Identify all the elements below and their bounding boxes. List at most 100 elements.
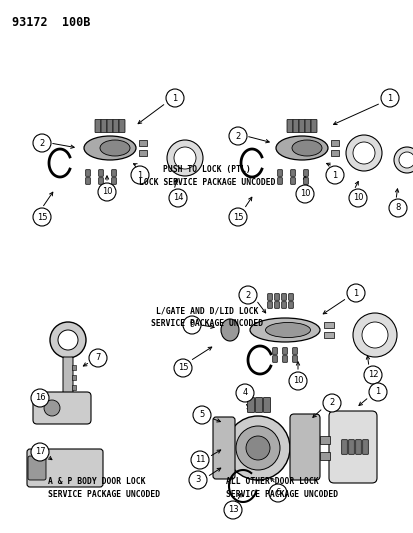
FancyBboxPatch shape [113,119,119,133]
Text: PUSH TO LOCK (PTL)
LOCK SERVICE PACKAGE UNCODED: PUSH TO LOCK (PTL) LOCK SERVICE PACKAGE … [138,165,275,187]
Circle shape [50,322,86,358]
Bar [323,322,333,328]
FancyBboxPatch shape [277,177,282,184]
FancyBboxPatch shape [98,177,103,184]
Circle shape [169,189,187,207]
Text: 4: 4 [242,389,247,398]
Circle shape [346,284,364,302]
Text: 3: 3 [195,475,200,484]
Ellipse shape [100,140,130,156]
Circle shape [58,330,78,350]
Circle shape [189,471,206,489]
Bar [72,375,76,380]
FancyBboxPatch shape [274,302,279,308]
Bar [72,385,76,390]
FancyBboxPatch shape [112,177,116,184]
Bar [72,365,76,370]
Text: 1: 1 [375,387,380,397]
Circle shape [388,199,406,217]
Text: 12: 12 [367,370,377,379]
Circle shape [166,140,202,176]
FancyBboxPatch shape [303,169,308,176]
FancyBboxPatch shape [33,392,91,424]
Bar [319,436,329,444]
Circle shape [223,501,242,519]
Text: L/GATE AND D/LID LOCK
SERVICE PACKAGE UNCODED: L/GATE AND D/LID LOCK SERVICE PACKAGE UN… [151,306,262,328]
Circle shape [238,286,256,304]
Bar [330,140,338,146]
Circle shape [363,366,381,384]
FancyBboxPatch shape [282,356,287,362]
Text: 1: 1 [172,93,177,102]
FancyBboxPatch shape [28,456,46,480]
FancyBboxPatch shape [263,398,270,413]
Circle shape [235,384,254,402]
Text: 7: 7 [95,353,100,362]
Text: 2: 2 [39,139,45,148]
FancyBboxPatch shape [282,348,287,354]
FancyBboxPatch shape [286,119,292,133]
Text: 1: 1 [353,288,358,297]
Ellipse shape [249,318,319,342]
Circle shape [190,451,209,469]
Text: 5: 5 [199,410,204,419]
Text: 10: 10 [102,188,112,197]
Circle shape [173,147,195,169]
Text: 16: 16 [35,393,45,402]
FancyBboxPatch shape [290,169,294,176]
Circle shape [228,127,247,145]
Circle shape [166,89,183,107]
Circle shape [361,322,387,348]
Circle shape [288,372,306,390]
FancyBboxPatch shape [281,302,286,308]
Circle shape [89,349,107,367]
FancyBboxPatch shape [289,414,319,480]
FancyBboxPatch shape [98,169,103,176]
FancyBboxPatch shape [107,119,113,133]
Ellipse shape [291,140,321,156]
Circle shape [228,208,247,226]
Text: 15: 15 [37,213,47,222]
Text: 1: 1 [332,171,337,180]
Text: 1: 1 [387,93,392,102]
Circle shape [33,208,51,226]
Circle shape [345,135,381,171]
Text: 9: 9 [189,320,194,329]
Circle shape [192,406,211,424]
FancyBboxPatch shape [290,177,294,184]
Text: 6: 6 [275,489,280,497]
FancyBboxPatch shape [85,169,90,176]
FancyBboxPatch shape [63,357,73,397]
Bar [323,332,333,338]
Circle shape [268,484,286,502]
FancyBboxPatch shape [255,398,262,413]
Bar [139,140,147,146]
FancyBboxPatch shape [267,302,272,308]
FancyBboxPatch shape [95,119,101,133]
Ellipse shape [275,136,327,160]
FancyBboxPatch shape [247,398,254,413]
FancyBboxPatch shape [348,440,354,454]
Text: 15: 15 [232,213,243,222]
FancyBboxPatch shape [310,119,316,133]
Text: 2: 2 [245,290,250,300]
Circle shape [245,436,269,460]
FancyBboxPatch shape [292,348,297,354]
FancyBboxPatch shape [272,356,277,362]
Text: 1: 1 [137,171,142,180]
FancyBboxPatch shape [281,294,286,300]
Circle shape [352,313,396,357]
FancyBboxPatch shape [292,356,297,362]
Circle shape [235,426,279,470]
FancyBboxPatch shape [288,302,292,308]
FancyBboxPatch shape [328,411,376,483]
Ellipse shape [84,136,136,160]
FancyBboxPatch shape [355,440,361,454]
FancyBboxPatch shape [277,169,282,176]
Circle shape [393,147,413,173]
Text: ALL OTHER DOOR LOCK
SERVICE PACKAGE UNCODED: ALL OTHER DOOR LOCK SERVICE PACKAGE UNCO… [225,477,337,498]
Text: 14: 14 [172,193,183,203]
FancyBboxPatch shape [274,294,279,300]
FancyBboxPatch shape [85,177,90,184]
Circle shape [322,394,340,412]
